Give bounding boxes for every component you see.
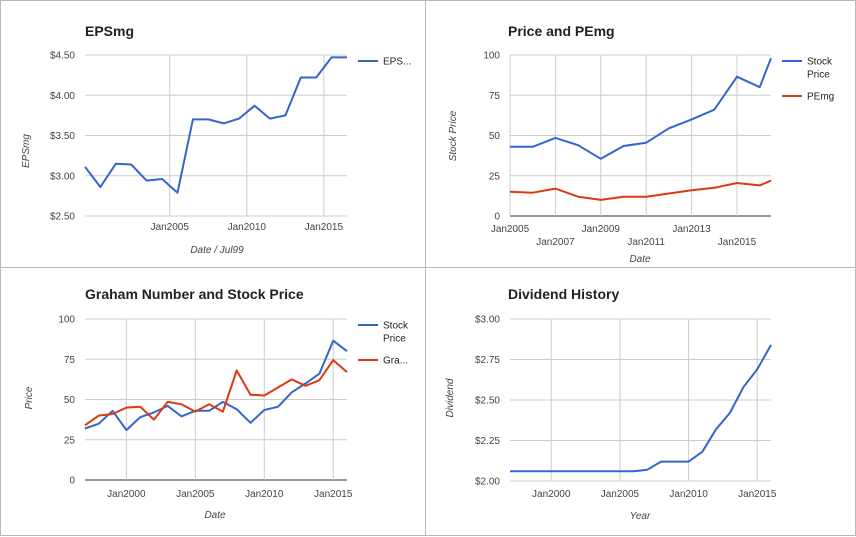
y-axis-label: Price	[24, 386, 35, 409]
y-axis-label: EPSmg	[21, 134, 32, 168]
legend-label: Price	[383, 334, 406, 345]
y-tick-label: $2.50	[50, 212, 75, 223]
x-axis-label: Date	[629, 254, 651, 265]
x-tick-label: Jan2010	[245, 489, 284, 500]
y-tick-label: $2.50	[475, 396, 500, 407]
x-tick-label: Jan2007	[536, 237, 575, 248]
x-tick-label: Jan2015	[738, 489, 777, 500]
chart-title: Price and PEmg	[508, 23, 615, 39]
legend-label: PEmg	[807, 92, 834, 103]
x-tick-label: Jan2015	[314, 489, 353, 500]
y-axis-label: Dividend	[445, 378, 456, 417]
chart-title: EPSmg	[85, 23, 134, 39]
legend-label: Stock	[807, 57, 833, 68]
y-tick-label: $3.50	[50, 131, 75, 142]
y-tick-label: $4.50	[50, 51, 75, 62]
x-tick-label: Jan2011	[627, 237, 665, 248]
y-tick-label: $2.00	[475, 477, 500, 488]
series-line	[509, 179, 772, 201]
x-tick-label: Jan2005	[491, 224, 530, 235]
x-tick-label: Jan2013	[672, 224, 711, 235]
dividend-chart: Dividend History $3.00 $2.75 $2.50 $2.25 $2.…	[445, 286, 777, 522]
x-tick-label: Jan2015	[305, 222, 344, 233]
y-tick-label: 0	[69, 476, 75, 487]
x-axis-label: Date / Jul99	[190, 245, 244, 256]
series-line	[84, 56, 347, 194]
x-tick-label: Jan2000	[532, 489, 571, 500]
y-tick-label: $3.00	[475, 315, 500, 326]
graham-chart-panel: Graham Number and Stock Price 100 75 50 25 0…	[0, 267, 426, 536]
y-tick-label: 75	[489, 91, 501, 102]
x-axis-label: Date	[204, 510, 226, 521]
y-tick-label: 50	[489, 131, 501, 142]
x-tick-label: Jan2009	[582, 224, 621, 235]
y-tick-label: 25	[64, 435, 76, 446]
y-tick-label: $2.25	[475, 436, 500, 447]
x-tick-label: Jan2010	[228, 222, 267, 233]
legend-label: EPS...	[383, 57, 411, 68]
y-axis-label: Stock Price	[448, 110, 459, 161]
graham-chart: Graham Number and Stock Price 100 75 50 25 0…	[24, 286, 409, 521]
y-tick-label: 25	[489, 171, 501, 182]
series-line	[510, 57, 772, 160]
y-tick-label: 50	[64, 395, 76, 406]
legend-label: Gra...	[383, 356, 408, 367]
y-tick-label: 0	[494, 212, 500, 223]
x-tick-label: Jan2005	[601, 489, 640, 500]
x-tick-label: Jan2005	[151, 222, 190, 233]
price-pe-chart-panel: Price and PEmg 100 75 50 25 0 Jan2005 Jan2007 J…	[425, 0, 856, 268]
series-line	[510, 344, 772, 473]
chart-title: Dividend History	[508, 286, 619, 302]
legend-label: Price	[807, 70, 830, 81]
eps-chart-panel: EPSmg $4.50 $4.00 $3.50 $3.00 $2.50 Jan2005 Ja…	[0, 0, 426, 268]
y-tick-label: 100	[483, 51, 500, 62]
x-tick-label: Jan2010	[669, 489, 708, 500]
x-tick-label: Jan2005	[176, 489, 215, 500]
dividend-chart-panel: Dividend History $3.00 $2.75 $2.50 $2.25 $2.…	[425, 267, 856, 536]
chart-title: Graham Number and Stock Price	[85, 286, 304, 302]
x-axis-label: Year	[630, 511, 651, 522]
x-tick-label: Jan2015	[718, 237, 757, 248]
y-tick-label: $3.00	[50, 171, 75, 182]
y-tick-label: 75	[64, 355, 76, 366]
y-tick-label: 100	[58, 315, 75, 326]
eps-chart: EPSmg $4.50 $4.00 $3.50 $3.00 $2.50 Jan2005 Ja…	[21, 23, 411, 256]
y-tick-label: $4.00	[50, 91, 75, 102]
series-line	[84, 359, 348, 427]
legend-label: Stock	[383, 321, 409, 332]
x-tick-label: Jan2000	[107, 489, 146, 500]
y-tick-label: $2.75	[475, 355, 500, 366]
